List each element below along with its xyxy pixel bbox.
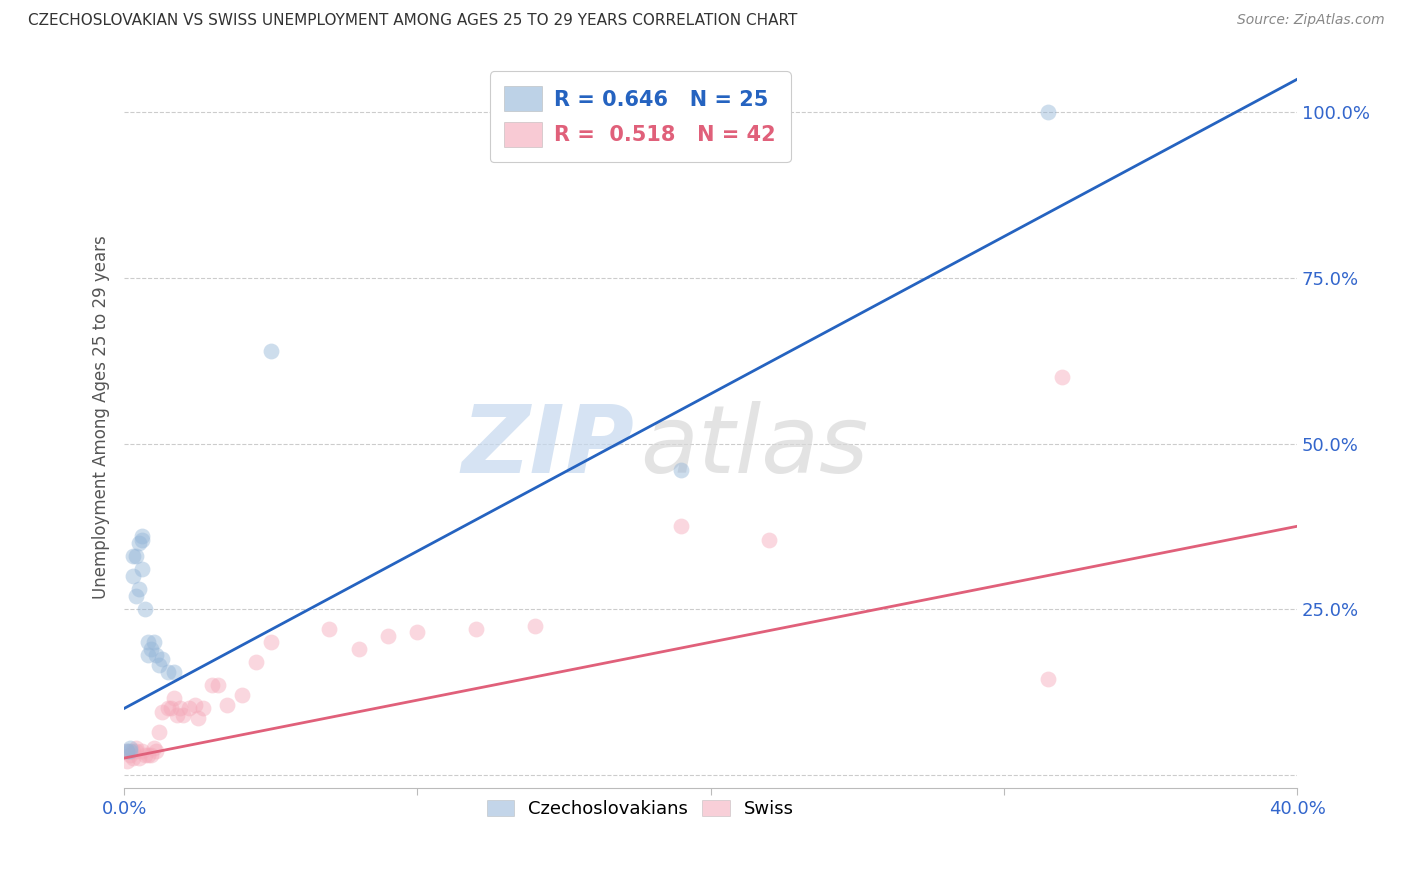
Point — [169, 701, 191, 715]
Point — [231, 688, 253, 702]
Point — [131, 562, 153, 576]
Point — [120, 744, 142, 758]
Point — [186, 711, 208, 725]
Point — [318, 622, 340, 636]
Point — [148, 658, 170, 673]
Point — [377, 629, 399, 643]
Point — [260, 343, 283, 358]
Text: ZIP: ZIP — [461, 401, 634, 492]
Point — [125, 744, 148, 758]
Point — [139, 747, 162, 762]
Point — [260, 635, 283, 649]
Point — [142, 741, 165, 756]
Point — [150, 651, 173, 665]
Point — [139, 641, 162, 656]
Point — [201, 678, 224, 692]
Point — [215, 698, 238, 712]
Point — [172, 708, 194, 723]
Point — [183, 698, 205, 712]
Point — [131, 744, 153, 758]
Point — [125, 589, 148, 603]
Point — [160, 701, 183, 715]
Point — [523, 618, 546, 632]
Point — [128, 582, 150, 597]
Point — [134, 602, 156, 616]
Point — [120, 747, 142, 762]
Point — [207, 678, 229, 692]
Point — [150, 705, 173, 719]
Point — [163, 665, 186, 679]
Point — [465, 622, 488, 636]
Point — [131, 533, 153, 547]
Point — [758, 533, 780, 547]
Point — [131, 529, 153, 543]
Point — [406, 625, 429, 640]
Point — [166, 708, 188, 723]
Point — [115, 744, 138, 758]
Text: atlas: atlas — [640, 401, 869, 492]
Point — [193, 701, 215, 715]
Point — [122, 549, 145, 563]
Point — [1036, 672, 1059, 686]
Point — [115, 755, 138, 769]
Point — [157, 701, 180, 715]
Point — [128, 751, 150, 765]
Point — [1036, 105, 1059, 120]
Point — [136, 635, 159, 649]
Point — [671, 463, 693, 477]
Text: Source: ZipAtlas.com: Source: ZipAtlas.com — [1237, 13, 1385, 28]
Point — [157, 665, 180, 679]
Text: CZECHOSLOVAKIAN VS SWISS UNEMPLOYMENT AMONG AGES 25 TO 29 YEARS CORRELATION CHAR: CZECHOSLOVAKIAN VS SWISS UNEMPLOYMENT AM… — [28, 13, 797, 29]
Point — [148, 724, 170, 739]
Point — [177, 701, 200, 715]
Point — [136, 747, 159, 762]
Point — [115, 744, 138, 758]
Point — [122, 744, 145, 758]
Point — [134, 747, 156, 762]
Point — [125, 549, 148, 563]
Y-axis label: Unemployment Among Ages 25 to 29 years: Unemployment Among Ages 25 to 29 years — [93, 235, 110, 599]
Point — [136, 648, 159, 663]
Point — [671, 519, 693, 533]
Point — [145, 744, 167, 758]
Point — [1052, 370, 1074, 384]
Point — [347, 641, 370, 656]
Point — [125, 741, 148, 756]
Point — [245, 655, 267, 669]
Point — [163, 691, 186, 706]
Point — [145, 648, 167, 663]
Point — [120, 741, 142, 756]
Point — [122, 569, 145, 583]
Point — [128, 536, 150, 550]
Legend: Czechoslovakians, Swiss: Czechoslovakians, Swiss — [478, 790, 803, 827]
Point — [142, 635, 165, 649]
Point — [122, 751, 145, 765]
